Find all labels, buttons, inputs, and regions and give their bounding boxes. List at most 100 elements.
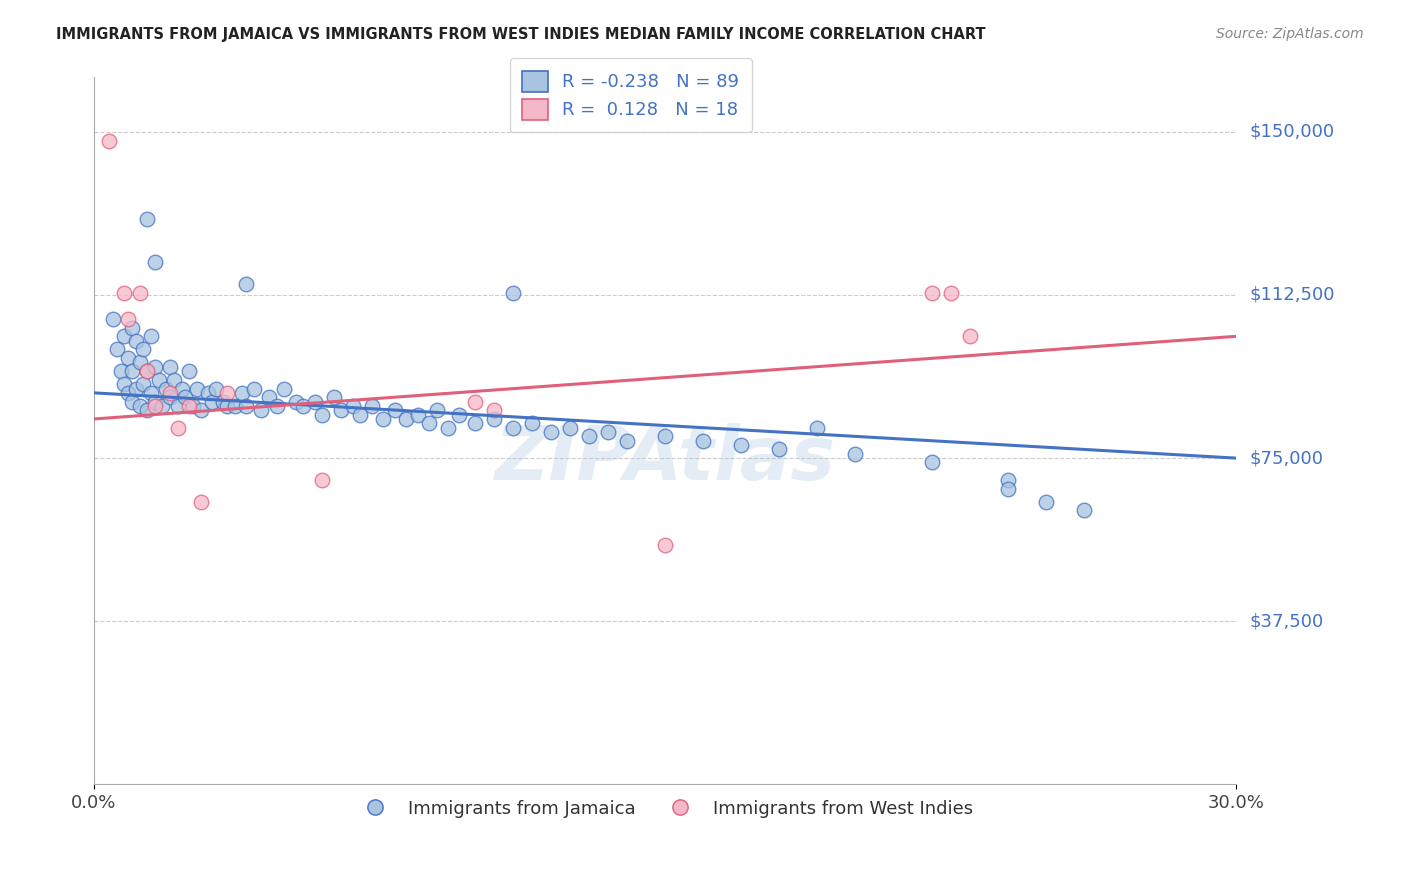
Point xyxy=(217,385,239,400)
Point xyxy=(112,329,135,343)
Point xyxy=(190,403,212,417)
Point xyxy=(939,285,962,300)
Point xyxy=(596,425,619,439)
Point xyxy=(159,390,181,404)
Point xyxy=(502,420,524,434)
Text: ZIPAtlas: ZIPAtlas xyxy=(495,423,835,496)
Point xyxy=(558,420,581,434)
Point xyxy=(170,382,193,396)
Point xyxy=(112,377,135,392)
Point xyxy=(204,382,226,396)
Point xyxy=(426,403,449,417)
Text: Source: ZipAtlas.com: Source: ZipAtlas.com xyxy=(1216,27,1364,41)
Point xyxy=(163,373,186,387)
Point xyxy=(616,434,638,448)
Point xyxy=(112,285,135,300)
Point xyxy=(250,403,273,417)
Point xyxy=(128,355,150,369)
Point xyxy=(128,285,150,300)
Point xyxy=(997,482,1019,496)
Point xyxy=(186,382,208,396)
Point xyxy=(159,359,181,374)
Text: IMMIGRANTS FROM JAMAICA VS IMMIGRANTS FROM WEST INDIES MEDIAN FAMILY INCOME CORR: IMMIGRANTS FROM JAMAICA VS IMMIGRANTS FR… xyxy=(56,27,986,42)
Point xyxy=(395,412,418,426)
Point xyxy=(520,417,543,431)
Point xyxy=(224,399,246,413)
Point xyxy=(101,312,124,326)
Point xyxy=(464,417,486,431)
Point xyxy=(159,385,181,400)
Text: $75,000: $75,000 xyxy=(1250,450,1324,467)
Point xyxy=(844,447,866,461)
Text: $37,500: $37,500 xyxy=(1250,612,1324,631)
Point xyxy=(110,364,132,378)
Point xyxy=(449,408,471,422)
Point xyxy=(98,134,121,148)
Point xyxy=(273,382,295,396)
Point xyxy=(284,394,307,409)
Point xyxy=(132,343,155,357)
Point xyxy=(136,211,159,226)
Legend: Immigrants from Jamaica, Immigrants from West Indies: Immigrants from Jamaica, Immigrants from… xyxy=(350,792,980,825)
Point xyxy=(212,394,235,409)
Point xyxy=(482,412,505,426)
Point xyxy=(143,359,166,374)
Point xyxy=(136,364,159,378)
Point xyxy=(190,494,212,508)
Point xyxy=(540,425,562,439)
Point xyxy=(125,382,148,396)
Point xyxy=(125,334,148,348)
Point xyxy=(330,403,353,417)
Point xyxy=(179,364,201,378)
Point xyxy=(155,382,177,396)
Point xyxy=(166,399,188,413)
Point xyxy=(373,412,395,426)
Point xyxy=(360,399,382,413)
Point xyxy=(117,312,139,326)
Point xyxy=(292,399,315,413)
Point xyxy=(921,455,943,469)
Point xyxy=(179,399,201,413)
Point xyxy=(166,420,188,434)
Point xyxy=(418,417,440,431)
Point xyxy=(1035,494,1057,508)
Point xyxy=(959,329,981,343)
Point xyxy=(121,394,143,409)
Point xyxy=(235,277,257,291)
Point xyxy=(384,403,406,417)
Point xyxy=(197,385,219,400)
Point xyxy=(502,285,524,300)
Point xyxy=(132,377,155,392)
Text: $112,500: $112,500 xyxy=(1250,286,1336,304)
Point xyxy=(136,364,159,378)
Point xyxy=(139,385,162,400)
Point xyxy=(128,399,150,413)
Point xyxy=(997,473,1019,487)
Point xyxy=(117,385,139,400)
Point xyxy=(152,399,174,413)
Point xyxy=(578,429,600,443)
Point xyxy=(304,394,326,409)
Point xyxy=(105,343,128,357)
Point xyxy=(143,255,166,269)
Point xyxy=(654,538,676,552)
Point xyxy=(181,399,204,413)
Text: $150,000: $150,000 xyxy=(1250,123,1336,141)
Point xyxy=(257,390,280,404)
Point xyxy=(143,399,166,413)
Point xyxy=(342,399,364,413)
Point xyxy=(311,408,333,422)
Point xyxy=(231,385,253,400)
Point xyxy=(148,373,170,387)
Point xyxy=(464,394,486,409)
Point xyxy=(730,438,752,452)
Point xyxy=(243,382,266,396)
Point xyxy=(349,408,371,422)
Point xyxy=(768,442,790,457)
Point xyxy=(482,403,505,417)
Point xyxy=(136,403,159,417)
Point xyxy=(921,285,943,300)
Point xyxy=(143,394,166,409)
Point xyxy=(654,429,676,443)
Point xyxy=(266,399,288,413)
